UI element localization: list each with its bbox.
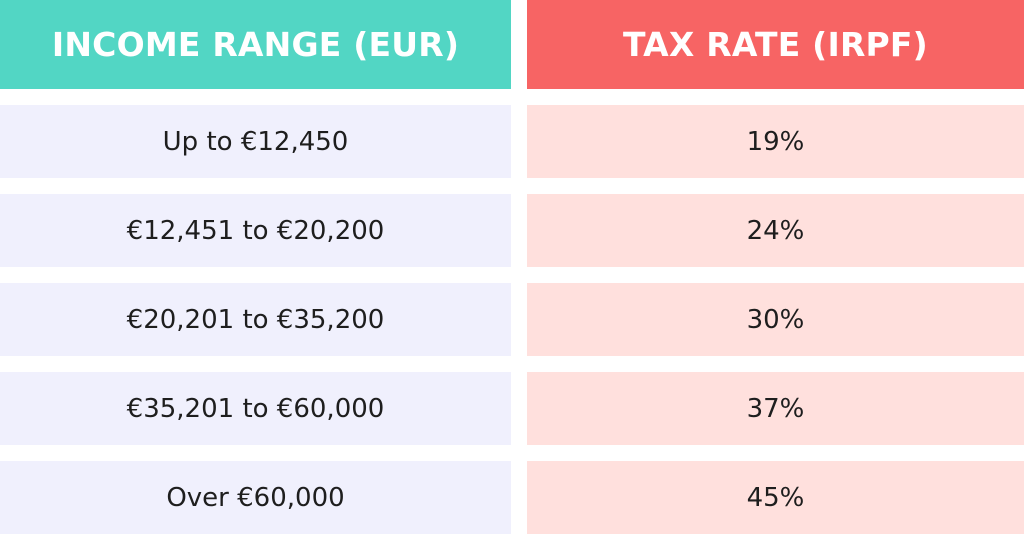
- tax-rate-cell: 45%: [527, 461, 1024, 534]
- tax-rate-cell: 19%: [527, 105, 1024, 178]
- tax-rate-cell: 30%: [527, 283, 1024, 356]
- header-income-range: INCOME RANGE (EUR): [0, 0, 511, 89]
- income-range-cell: €12,451 to €20,200: [0, 194, 511, 267]
- income-range-cell: Over €60,000: [0, 461, 511, 534]
- header-tax-rate: TAX RATE (IRPF): [527, 0, 1024, 89]
- tax-rate-cell: 37%: [527, 372, 1024, 445]
- tax-rate-cell: 24%: [527, 194, 1024, 267]
- income-range-cell: €20,201 to €35,200: [0, 283, 511, 356]
- income-range-cell: Up to €12,450: [0, 105, 511, 178]
- income-range-cell: €35,201 to €60,000: [0, 372, 511, 445]
